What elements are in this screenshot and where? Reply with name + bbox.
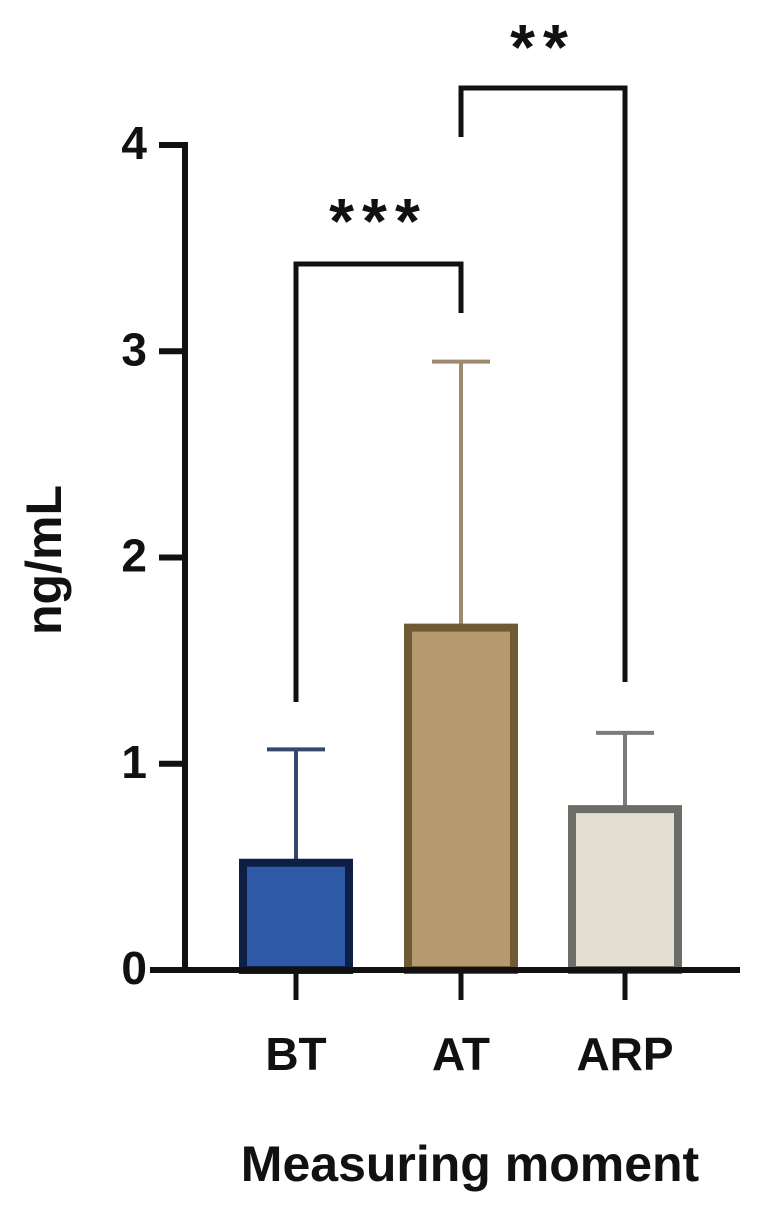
y-tick-label: 2 <box>121 530 147 582</box>
significance-bracket <box>458 85 628 682</box>
significance-label: ** <box>510 11 576 83</box>
x-tick-label: ARP <box>576 1028 673 1080</box>
y-axis-title: ng/mL <box>16 485 72 635</box>
x-tick-label: BT <box>265 1028 326 1080</box>
y-tick-label: 0 <box>121 942 147 994</box>
y-tick-label: 1 <box>121 736 147 788</box>
y-tick-label: 3 <box>121 323 147 375</box>
bar <box>239 858 353 974</box>
significance-bracket <box>293 261 464 702</box>
y-tick-label: 4 <box>121 117 147 169</box>
bar <box>404 623 518 974</box>
x-axis-title: Measuring moment <box>241 1136 700 1192</box>
x-tick-label: AT <box>432 1028 490 1080</box>
significance-label: *** <box>329 185 428 257</box>
bar <box>568 805 682 974</box>
